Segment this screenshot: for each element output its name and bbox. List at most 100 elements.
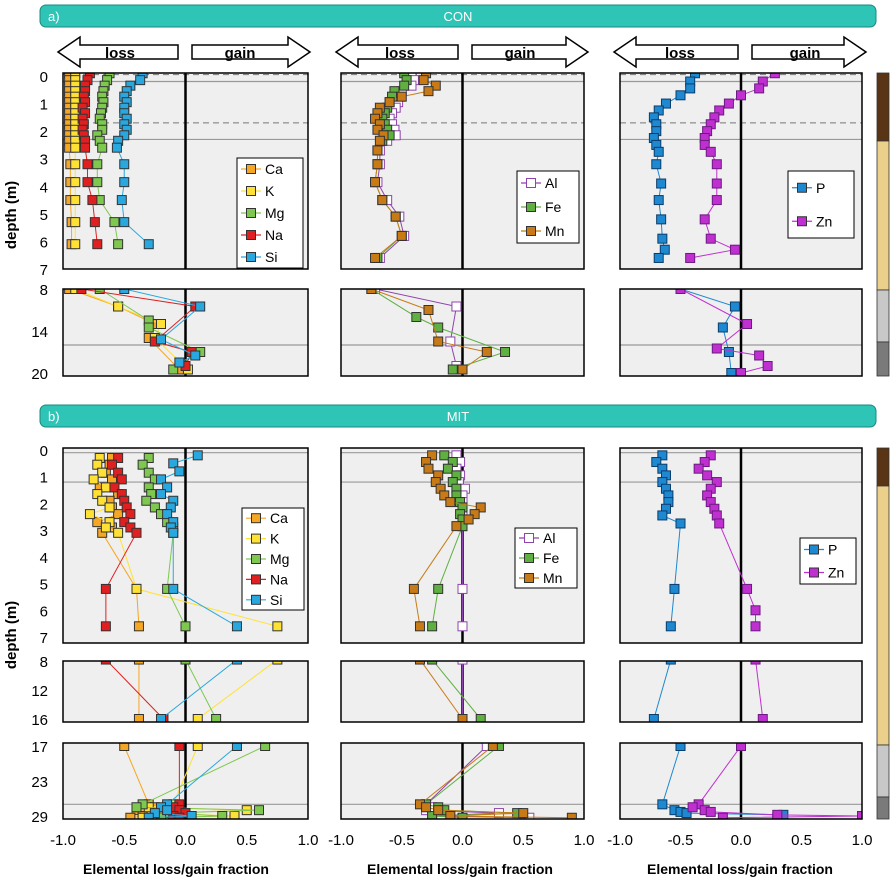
subplot-a-r1-c0: 8 14 20 [31,282,309,383]
data-point-Zn [723,98,734,109]
data-point-P [653,146,664,157]
data-point-Si [119,217,130,228]
data-point-Al [457,583,468,594]
subplot-b-r1-c2 [619,660,863,723]
strat-light-gray [876,289,890,343]
data-point-Mn [421,802,432,813]
data-point-Mg [109,217,120,228]
data-point-Si [156,474,166,485]
data-point-P [651,457,662,468]
data-point-K [97,495,108,506]
data-point-Zn [685,252,696,263]
data-point-Zn [742,583,753,594]
data-point-K [192,714,203,722]
y-tick-label: 14 [31,324,48,341]
data-point-P [653,195,664,206]
data-point-Zn [736,743,746,751]
data-point-Fe [427,811,438,819]
gain-arrow-label: gain [225,45,256,62]
y-tick-label: 1 [40,470,48,487]
data-point-Si [111,142,122,153]
subplot-a-r0-c2 [619,72,863,270]
data-point-P [669,583,680,594]
data-point-Mn [418,75,429,86]
x-tick-label: 1.0 [852,832,873,849]
data-point-P [665,661,676,665]
data-point-Fe [447,364,458,375]
data-point-Zn [714,518,725,529]
x-tick-label: -1.0 [607,832,633,849]
legend-label-Mn: Mn [545,223,564,239]
gain-arrow-label: gain [790,45,821,62]
plot-frame [340,742,585,820]
data-point-Mg [143,322,154,333]
y-tick-label: 8 [40,282,48,299]
loss-arrow [612,35,739,69]
data-point-K [70,177,81,188]
legend-label-Mn: Mn [543,570,562,586]
gain-arrow [471,35,590,69]
legend-label-Si: Si [265,249,277,265]
arrow-group-col2: loss gain [612,35,868,69]
data-point-P [660,98,671,109]
data-point-Na [82,177,93,188]
y-tick-label: 4 [40,179,48,196]
data-point-Mn [390,211,401,222]
data-point-P [729,301,740,312]
data-point-Mg [180,661,191,665]
panel-b-banner-bg [39,404,877,428]
data-point-Zn [736,368,746,376]
data-point-Na [107,459,117,470]
data-point-K [70,195,81,206]
data-point-Si [143,812,154,819]
data-point-Mn [423,86,434,97]
data-point-Zn [754,83,765,94]
y-tick-label: 12 [31,683,48,700]
data-point-Zn [711,195,722,206]
legend-label-Ca: Ca [265,161,283,177]
x-tick-label: 0.5 [791,832,812,849]
data-point-Mn [445,811,456,819]
stratigraphy-bar-a [876,72,890,377]
series-line-Si [160,661,236,720]
panel-b-banner: b) MIT [39,404,877,428]
data-point-Mn [423,305,434,315]
data-point-Mn [372,145,383,156]
subplot-b-r2-c1: -1.0 -0.5 0.0 0.5 1.0 [328,742,594,849]
data-point-Na [100,583,111,594]
legend-label-K: K [265,183,275,199]
data-point-P [659,244,670,255]
data-point-Mn [377,195,388,206]
data-point-Na [80,142,91,153]
data-point-K [131,583,142,594]
data-point-Mn [414,661,425,665]
data-point-K [156,319,166,329]
data-point-Zn [693,463,704,474]
subplot-b-r2-c0: 17 23 29-1.0 -0.5 0.0 0.5 1.0 [31,739,318,849]
data-point-K [229,811,240,819]
data-point-K [88,474,99,485]
data-point-Mn [366,289,377,294]
data-point-Zn [750,661,761,665]
data-point-Na [113,453,124,464]
gain-arrow [751,35,868,69]
data-point-Mn [408,583,419,594]
data-point-Na [116,474,127,485]
x-tick-label: 0.5 [513,832,534,849]
legend-marker-Na [246,230,256,240]
data-point-Ca [64,289,75,294]
data-point-Si [119,159,130,170]
data-point-K [70,159,81,170]
arrow-group-col1: loss gain [334,35,590,69]
subplot-contents [341,448,584,643]
data-point-Mn [451,521,462,532]
y-tick-label: 5 [40,207,48,224]
data-point-P [657,450,668,461]
y-tick-label: 1 [40,97,48,114]
strat-dark-gray [876,796,890,820]
legend-label-Zn: Zn [828,565,844,581]
y-tick-label: 3 [40,523,48,540]
data-point-P [657,233,668,244]
y-tick-label: 2 [40,496,48,513]
data-point-Al [445,336,456,347]
